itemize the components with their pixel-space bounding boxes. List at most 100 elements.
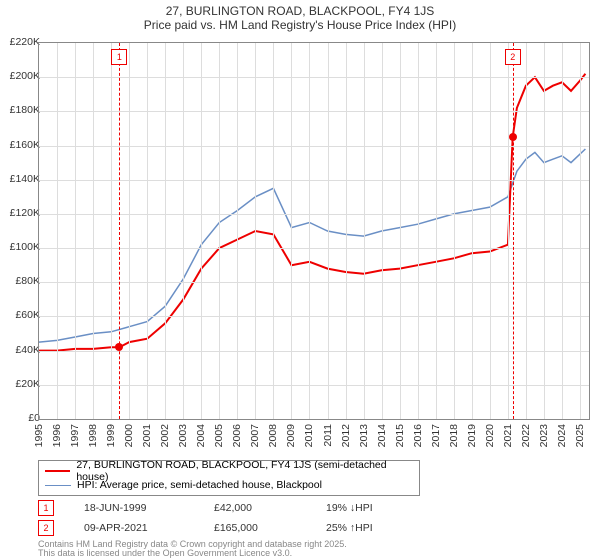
gridline-h (39, 282, 589, 283)
x-tick-label: 2003 (177, 424, 189, 447)
gridline-v (526, 43, 527, 419)
gridline-v (129, 43, 130, 419)
x-tick-label: 2007 (249, 424, 261, 447)
gridline-h (39, 146, 589, 147)
x-tick-label: 2021 (502, 424, 514, 447)
gridline-v (418, 43, 419, 419)
gridline-v (382, 43, 383, 419)
title-block: 27, BURLINGTON ROAD, BLACKPOOL, FY4 1JS … (0, 0, 600, 34)
x-tick-label: 1996 (51, 424, 63, 447)
y-tick-label: £100K (10, 241, 40, 253)
sale-price: £165,000 (214, 522, 326, 534)
y-tick-label: £180K (10, 104, 40, 116)
x-tick-label: 2016 (412, 424, 424, 447)
y-tick-label: £200K (10, 70, 40, 82)
gridline-h (39, 351, 589, 352)
gridline-v (544, 43, 545, 419)
sale-price: £42,000 (214, 502, 326, 514)
sale-diff: 25% (326, 522, 446, 534)
x-tick-label: 2009 (285, 424, 297, 447)
x-tick-label: 1998 (87, 424, 99, 447)
x-tick-label: 2000 (123, 424, 135, 447)
gridline-v (93, 43, 94, 419)
x-tick-label: 1995 (33, 424, 45, 447)
gridline-v (346, 43, 347, 419)
x-tick-label: 2018 (448, 424, 460, 447)
gridline-v (165, 43, 166, 419)
gridline-v (580, 43, 581, 419)
gridline-v (400, 43, 401, 419)
y-tick-label: £40K (15, 344, 40, 356)
sale-marker-line (119, 43, 120, 419)
x-tick-label: 2001 (141, 424, 153, 447)
gridline-h (39, 316, 589, 317)
sale-diff: 19% (326, 502, 446, 514)
gridline-h (39, 214, 589, 215)
y-tick-label: £20K (15, 378, 40, 390)
y-tick-label: £60K (15, 309, 40, 321)
y-tick-label: £120K (10, 207, 40, 219)
gridline-h (39, 77, 589, 78)
sale-dot (509, 133, 517, 141)
gridline-v (273, 43, 274, 419)
sale-marker-box: 1 (111, 49, 127, 65)
x-tick-label: 2012 (340, 424, 352, 447)
line-layer (39, 43, 589, 419)
x-tick-label: 2004 (195, 424, 207, 447)
gridline-v (508, 43, 509, 419)
x-tick-label: 2019 (466, 424, 478, 447)
chart-area: 12 (38, 42, 590, 420)
x-tick-label: 2011 (322, 424, 334, 447)
series-line-property (39, 74, 585, 351)
chart-title: 27, BURLINGTON ROAD, BLACKPOOL, FY4 1JS (0, 4, 600, 18)
gridline-v (291, 43, 292, 419)
gridline-h (39, 248, 589, 249)
gridline-v (562, 43, 563, 419)
x-tick-label: 2006 (231, 424, 243, 447)
sales-table: 1 18-JUN-1999 £42,000 19% 2 09-APR-2021 … (38, 498, 446, 538)
plot-area: 12 (38, 42, 590, 420)
x-tick-label: 2005 (213, 424, 225, 447)
gridline-h (39, 111, 589, 112)
gridline-v (309, 43, 310, 419)
x-tick-label: 2010 (303, 424, 315, 447)
x-tick-label: 1997 (69, 424, 81, 447)
sale-date: 09-APR-2021 (84, 522, 214, 534)
gridline-v (183, 43, 184, 419)
gridline-v (219, 43, 220, 419)
footer: Contains HM Land Registry data © Crown c… (38, 540, 347, 558)
sale-marker-index: 1 (38, 500, 54, 516)
gridline-v (436, 43, 437, 419)
chart-container: 27, BURLINGTON ROAD, BLACKPOOL, FY4 1JS … (0, 0, 600, 560)
x-tick-label: 2008 (267, 424, 279, 447)
x-tick-label: 2014 (376, 424, 388, 447)
x-tick-label: 2025 (574, 424, 586, 447)
gridline-v (255, 43, 256, 419)
x-tick-label: 2015 (394, 424, 406, 447)
gridline-v (75, 43, 76, 419)
gridline-v (454, 43, 455, 419)
y-tick-label: £80K (15, 275, 40, 287)
legend-swatch-property (45, 470, 70, 472)
gridline-h (39, 180, 589, 181)
x-tick-label: 2022 (520, 424, 532, 447)
gridline-v (201, 43, 202, 419)
x-tick-label: 1999 (105, 424, 117, 447)
gridline-v (147, 43, 148, 419)
y-tick-label: £140K (10, 173, 40, 185)
footer-line: This data is licensed under the Open Gov… (38, 549, 347, 558)
sale-marker-box: 2 (505, 49, 521, 65)
legend-row: 27, BURLINGTON ROAD, BLACKPOOL, FY4 1JS … (45, 464, 413, 478)
x-tick-label: 2020 (484, 424, 496, 447)
gridline-v (490, 43, 491, 419)
x-tick-label: 2013 (358, 424, 370, 447)
gridline-v (237, 43, 238, 419)
gridline-v (364, 43, 365, 419)
x-tick-label: 2002 (159, 424, 171, 447)
x-tick-label: 2017 (430, 424, 442, 447)
sale-date: 18-JUN-1999 (84, 502, 214, 514)
x-tick-label: 2023 (538, 424, 550, 447)
legend-swatch-hpi (45, 485, 71, 486)
legend: 27, BURLINGTON ROAD, BLACKPOOL, FY4 1JS … (38, 460, 420, 496)
sales-row: 1 18-JUN-1999 £42,000 19% (38, 498, 446, 518)
